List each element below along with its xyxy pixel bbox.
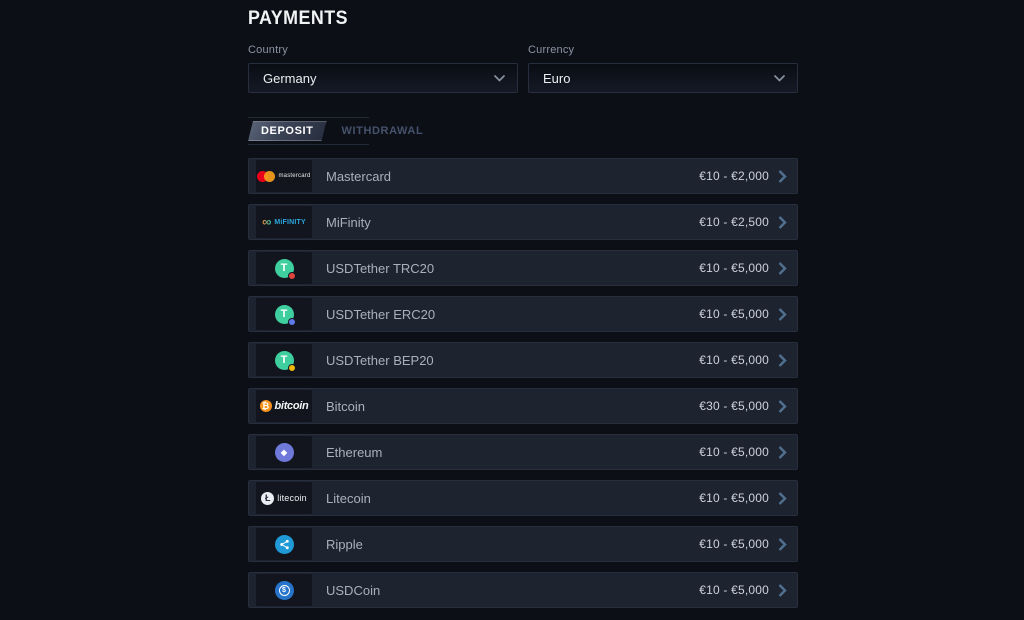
- method-range: €30 - €5,000: [699, 399, 769, 413]
- payment-row-ripple[interactable]: Ripple €10 - €5,000: [248, 526, 798, 562]
- page-title: PAYMENTS: [248, 8, 349, 29]
- payment-row-ethereum[interactable]: ◆ Ethereum €10 - €5,000: [248, 434, 798, 470]
- payment-row-mastercard[interactable]: mastercard Mastercard €10 - €2,000: [248, 158, 798, 194]
- payment-row-usdcoin[interactable]: $ USDCoin €10 - €5,000: [248, 572, 798, 608]
- method-range: €10 - €5,000: [699, 353, 769, 367]
- ripple-logo: [256, 528, 312, 560]
- method-name: Mastercard: [326, 168, 392, 184]
- ethereum-logo: ◆: [256, 436, 312, 468]
- mastercard-logo: mastercard: [256, 160, 312, 192]
- currency-filter: Currency Euro: [528, 44, 798, 93]
- method-range: €10 - €2,500: [699, 215, 769, 229]
- bitcoin-coin-icon: ₿: [259, 400, 272, 412]
- chevron-down-icon: [494, 74, 505, 82]
- mastercard-circles-icon: [257, 170, 276, 182]
- usdt-trc20-logo: T: [256, 252, 312, 284]
- country-select[interactable]: Germany: [248, 63, 518, 93]
- chevron-right-icon: [778, 353, 787, 367]
- tether-coin-icon: T: [274, 350, 296, 372]
- method-name: USDCoin: [326, 582, 381, 598]
- chevron-down-icon: [774, 74, 785, 82]
- ethereum-coin-icon: ◆: [274, 442, 294, 462]
- payment-row-mifinity[interactable]: ∞ MiFINITY MiFinity €10 - €2,500: [248, 204, 798, 240]
- method-range: €10 - €2,000: [699, 169, 769, 183]
- country-label: Country: [248, 44, 288, 56]
- usdt-bep20-logo: T: [256, 344, 312, 376]
- country-select-value: Germany: [263, 70, 317, 86]
- litecoin-logo: Ł litecoin: [256, 482, 312, 514]
- method-name: USDTether ERC20: [326, 306, 436, 322]
- payments-page: PAYMENTS Country Germany Currency Euro D…: [248, 0, 798, 608]
- method-range: €10 - €5,000: [699, 307, 769, 321]
- tron-network-icon: [287, 271, 296, 280]
- payment-row-litecoin[interactable]: Ł litecoin Litecoin €10 - €5,000: [248, 480, 798, 516]
- method-range: €10 - €5,000: [699, 583, 769, 597]
- chevron-right-icon: [778, 261, 787, 275]
- method-range: €10 - €5,000: [699, 445, 769, 459]
- chevron-right-icon: [778, 399, 787, 413]
- chevron-right-icon: [778, 215, 787, 229]
- filters-row: Country Germany Currency Euro: [248, 44, 798, 93]
- method-range: €10 - €5,000: [699, 537, 769, 551]
- litecoin-coin-icon: Ł: [261, 491, 275, 505]
- tab-deposit[interactable]: DEPOSIT: [248, 121, 327, 141]
- method-name: Bitcoin: [326, 398, 366, 414]
- method-name: MiFinity: [326, 214, 371, 230]
- method-name: Ethereum: [326, 444, 383, 460]
- chevron-right-icon: [778, 169, 787, 183]
- mifinity-logo: ∞ MiFINITY: [256, 206, 312, 238]
- currency-select-value: Euro: [543, 70, 571, 86]
- chevron-right-icon: [778, 583, 787, 597]
- usdt-erc20-logo: T: [256, 298, 312, 330]
- payment-row-usdt-trc20[interactable]: T USDTether TRC20 €10 - €5,000: [248, 250, 798, 286]
- bnb-network-icon: [287, 363, 296, 372]
- chevron-right-icon: [778, 537, 787, 551]
- currency-label: Currency: [528, 44, 575, 56]
- method-name: Ripple: [326, 536, 363, 552]
- country-filter: Country Germany: [248, 44, 518, 93]
- method-range: €10 - €5,000: [699, 491, 769, 505]
- ripple-coin-icon: [274, 534, 294, 554]
- method-name: Litecoin: [326, 490, 371, 506]
- payment-row-usdt-erc20[interactable]: T USDTether ERC20 €10 - €5,000: [248, 296, 798, 332]
- usdcoin-logo: $: [256, 574, 312, 606]
- method-name: USDTether TRC20: [326, 260, 435, 276]
- tether-coin-icon: T: [274, 258, 296, 280]
- method-name: USDTether BEP20: [326, 352, 434, 368]
- deposit-withdrawal-tabs: DEPOSIT WITHDRAWAL: [248, 117, 423, 145]
- chevron-right-icon: [778, 307, 787, 321]
- chevron-right-icon: [778, 491, 787, 505]
- payment-methods-list: mastercard Mastercard €10 - €2,000 ∞ MiF…: [248, 158, 798, 608]
- tab-withdrawal[interactable]: WITHDRAWAL: [341, 125, 424, 137]
- bitcoin-logo: ₿ bitcoin: [256, 390, 312, 422]
- mifinity-infinity-icon: ∞: [262, 214, 272, 229]
- chevron-right-icon: [778, 445, 787, 459]
- usdcoin-coin-icon: $: [274, 580, 294, 600]
- ethereum-network-icon: [287, 317, 296, 326]
- method-range: €10 - €5,000: [699, 261, 769, 275]
- currency-select[interactable]: Euro: [528, 63, 798, 93]
- tether-coin-icon: T: [274, 304, 296, 326]
- payment-row-usdt-bep20[interactable]: T USDTether BEP20 €10 - €5,000: [248, 342, 798, 378]
- payment-row-bitcoin[interactable]: ₿ bitcoin Bitcoin €30 - €5,000: [248, 388, 798, 424]
